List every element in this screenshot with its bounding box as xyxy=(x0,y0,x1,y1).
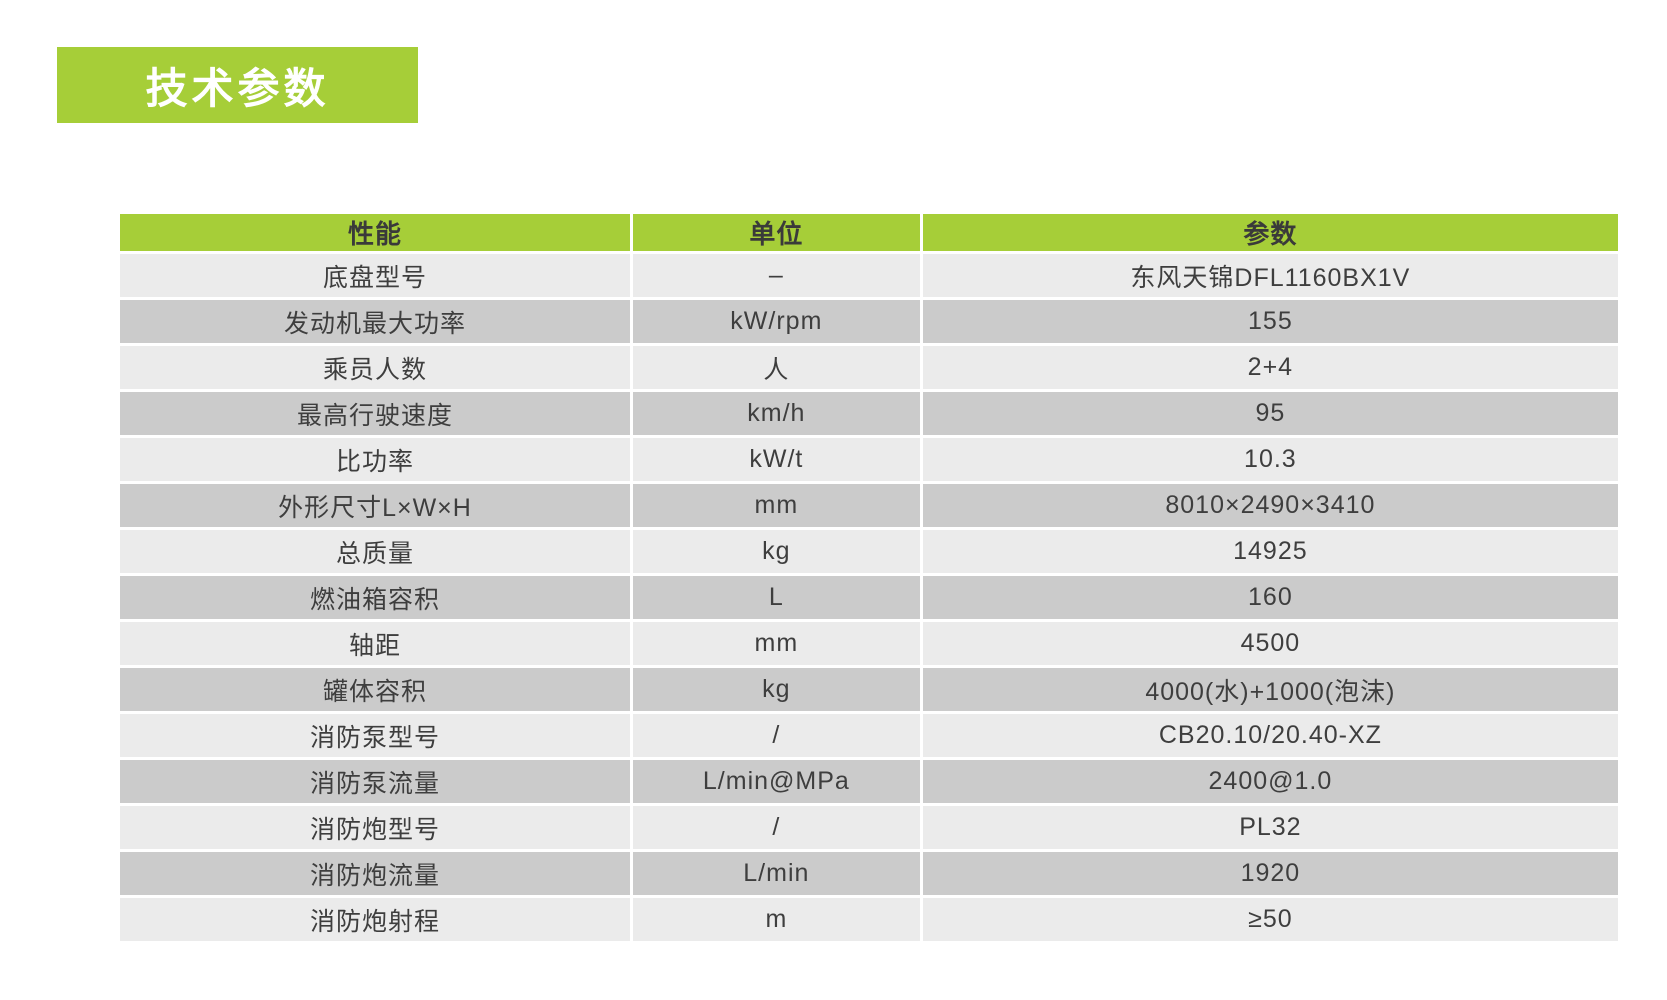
table-row-3-performance: 乘员人数 xyxy=(120,346,630,389)
table-row-10-value: 4000(水)+1000(泡沫) xyxy=(922,668,1618,711)
table-row-5-unit: kW/t xyxy=(632,438,920,481)
table-row-8-performance: 燃油箱容积 xyxy=(120,576,630,619)
table-row-9-value: 4500 xyxy=(922,622,1618,665)
table-row-12-unit: L/min@MPa xyxy=(632,760,920,803)
col-header-performance: 性能 xyxy=(120,214,630,251)
table-row-14-unit: L/min xyxy=(632,852,920,895)
table-row-5-value: 10.3 xyxy=(922,438,1618,481)
table-row-5-performance: 比功率 xyxy=(120,438,630,481)
table-row-11-value: CB20.10/20.40-XZ xyxy=(922,714,1618,757)
table-row-3-value: 2+4 xyxy=(922,346,1618,389)
table-row-13-unit: / xyxy=(632,806,920,849)
table-row-7-performance: 总质量 xyxy=(120,530,630,573)
table-row-10-performance: 罐体容积 xyxy=(120,668,630,711)
table-row-9-performance: 轴距 xyxy=(120,622,630,665)
table-row-14-performance: 消防炮流量 xyxy=(120,852,630,895)
table-row-12-performance: 消防泵流量 xyxy=(120,760,630,803)
table-row-8-value: 160 xyxy=(922,576,1618,619)
table-row-7-unit: kg xyxy=(632,530,920,573)
table-row-2-unit: kW/rpm xyxy=(632,300,920,343)
table-row-12-value: 2400@1.0 xyxy=(922,760,1618,803)
table-row-4-performance: 最高行驶速度 xyxy=(120,392,630,435)
table-row-4-unit: km/h xyxy=(632,392,920,435)
table-row-1-unit: – xyxy=(632,254,920,297)
table-row-4-value: 95 xyxy=(922,392,1618,435)
table-row-6-performance: 外形尺寸L×W×H xyxy=(120,484,630,527)
table-row-13-value: PL32 xyxy=(922,806,1618,849)
table-row-6-unit: mm xyxy=(632,484,920,527)
table-row-11-performance: 消防泵型号 xyxy=(120,714,630,757)
page-title: 技术参数 xyxy=(57,47,418,123)
page-title-text: 技术参数 xyxy=(145,64,330,112)
col-header-unit: 单位 xyxy=(632,214,920,251)
spec-table: 性能 单位 参数 底盘型号 – 东风天锦DFL1160BX1V 发动机最大功率 kW/r… xyxy=(120,214,1618,941)
col-header-parameter: 参数 xyxy=(922,214,1618,251)
table-row-2-value: 155 xyxy=(922,300,1618,343)
table-row-13-performance: 消防炮型号 xyxy=(120,806,630,849)
table-row-8-unit: L xyxy=(632,576,920,619)
table-row-9-unit: mm xyxy=(632,622,920,665)
table-row-15-value: ≥50 xyxy=(922,898,1618,941)
table-row-10-unit: kg xyxy=(632,668,920,711)
table-row-15-unit: m xyxy=(632,898,920,941)
table-row-15-performance: 消防炮射程 xyxy=(120,898,630,941)
table-row-11-unit: / xyxy=(632,714,920,757)
table-row-3-unit: 人 xyxy=(632,346,920,389)
table-row-6-value: 8010×2490×3410 xyxy=(922,484,1618,527)
table-row-14-value: 1920 xyxy=(922,852,1618,895)
table-row-1-performance: 底盘型号 xyxy=(120,254,630,297)
table-row-2-performance: 发动机最大功率 xyxy=(120,300,630,343)
table-row-1-value: 东风天锦DFL1160BX1V xyxy=(922,254,1618,297)
table-row-7-value: 14925 xyxy=(922,530,1618,573)
